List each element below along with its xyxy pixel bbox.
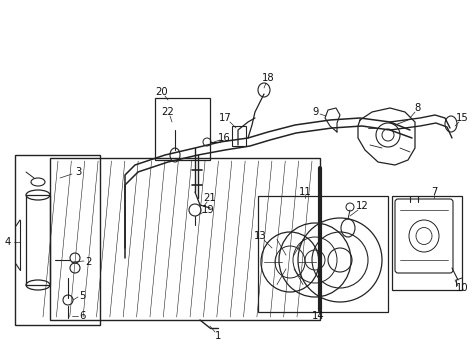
Text: 18: 18 [262, 73, 274, 83]
Text: 9: 9 [313, 107, 319, 117]
Text: 2: 2 [85, 257, 91, 267]
Bar [155, 98, 210, 160]
Bar [392, 196, 462, 290]
Text: 21: 21 [204, 193, 216, 203]
Text: 12: 12 [356, 201, 368, 211]
Text: 14: 14 [312, 311, 324, 321]
Text: 6: 6 [79, 311, 85, 321]
Text: 17: 17 [219, 113, 231, 123]
Bar [26, 195, 50, 285]
Bar [50, 158, 320, 320]
Text: 1: 1 [215, 331, 221, 341]
Bar [15, 155, 100, 325]
Text: 22: 22 [162, 107, 174, 117]
Text: 10: 10 [456, 283, 468, 293]
Text: 13: 13 [254, 231, 266, 241]
Text: 11: 11 [299, 187, 311, 197]
Text: 15: 15 [456, 113, 468, 123]
Text: 4: 4 [5, 237, 11, 247]
Text: 8: 8 [415, 103, 421, 113]
Text: 16: 16 [218, 133, 230, 143]
Bar [258, 196, 388, 312]
Text: 20: 20 [155, 87, 168, 97]
Text: 19: 19 [201, 205, 214, 215]
Bar [232, 126, 246, 146]
Text: 7: 7 [431, 187, 437, 197]
Text: 5: 5 [79, 291, 85, 301]
Text: 3: 3 [75, 167, 81, 177]
